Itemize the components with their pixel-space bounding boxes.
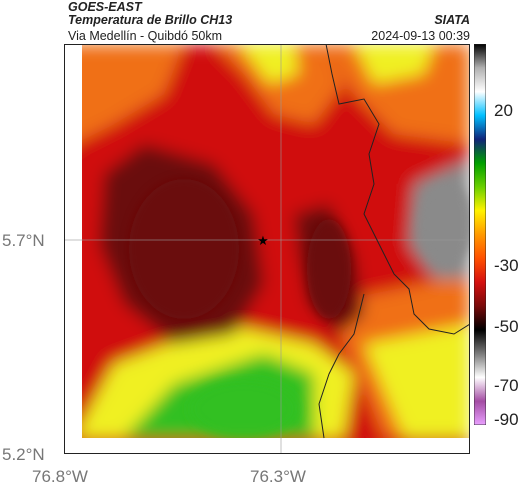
boundary-line: [325, 44, 470, 335]
dark-red-blob-mid: [307, 219, 351, 319]
y-tick-5-7n: 5.7°N: [2, 231, 45, 250]
green-blob: [189, 379, 299, 438]
x-tick-76-3w: 76.3°W: [250, 467, 306, 486]
brightness-temperature-map: ★: [64, 44, 470, 454]
y-tick-5-2n: 5.2°N: [2, 445, 45, 464]
boundary-line-south: [318, 293, 365, 439]
colorbar-label-minus90: -90: [494, 410, 519, 429]
satellite-title: GOES-EAST: [68, 0, 142, 14]
product-title: Temperatura de Brillo CH13: [68, 13, 233, 27]
dark-red-blob-left: [129, 179, 239, 319]
colorbar-label-20: 20: [494, 101, 513, 120]
orange-top-left: [82, 44, 184, 140]
timestamp-label: 2024-09-13 00:39: [371, 29, 470, 43]
orange-top-mid: [214, 44, 344, 124]
colorbar: [474, 44, 486, 425]
region-subtitle: Via Medellín - Quibdó 50km: [68, 29, 223, 43]
yellow-lower-right: [364, 324, 469, 438]
colorbar-ramp: [474, 44, 486, 425]
gray-blob: [418, 182, 469, 266]
yellow-right: [354, 44, 434, 84]
yellow-top-mid: [239, 44, 299, 84]
orange-right: [324, 44, 469, 144]
temperature-detail: [129, 179, 469, 438]
x-tick-76-8w: 76.8°W: [32, 467, 88, 486]
map-frame: [64, 44, 470, 454]
colorbar-label-minus70: -70: [494, 376, 519, 395]
source-label: SIATA: [434, 13, 470, 27]
location-star-icon: ★: [257, 233, 269, 248]
colorbar-label-minus30: -30: [494, 256, 519, 275]
colorbar-label-minus50: -50: [494, 317, 519, 336]
